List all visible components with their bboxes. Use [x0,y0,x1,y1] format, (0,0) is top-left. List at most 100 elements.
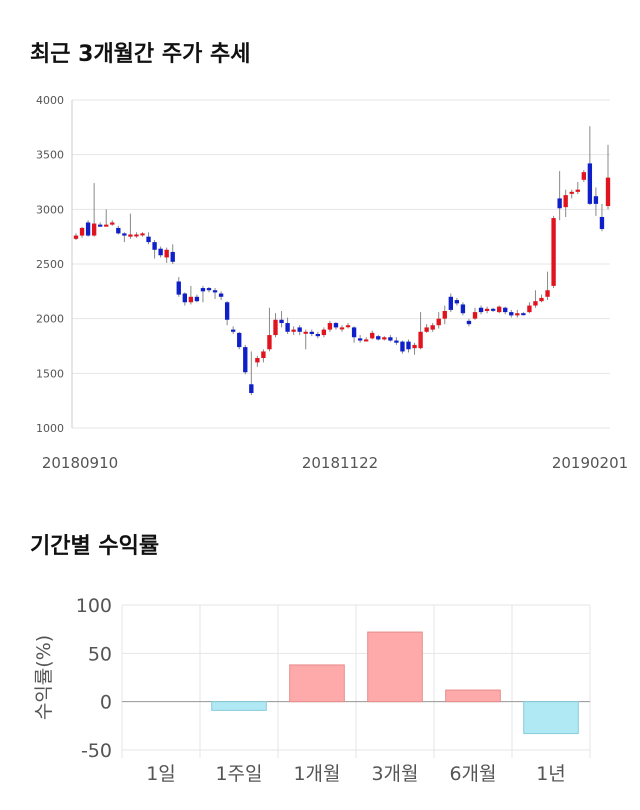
candle-body [140,233,145,236]
candle-body [231,329,236,332]
candle-body [79,227,85,236]
candle-body [237,332,242,348]
candle-body [279,319,284,324]
price-trend-title: 최근 3개월간 주가 추세 [30,42,251,67]
y-tick-label: 2500 [36,258,64,271]
candle-body [158,248,163,256]
candle-body [218,293,224,297]
candle-body [424,327,429,332]
candle-body [569,191,574,194]
candle-body [587,163,593,204]
candle-body [315,333,320,337]
y-tick-label: 0 [100,692,112,714]
candle-body [557,198,562,209]
candle-body [273,319,278,336]
x-tick-label: 20190201 [552,454,628,472]
candle-body [436,318,441,326]
y-tick-label: 3000 [36,203,64,216]
candle-body [206,288,212,291]
return-bar [445,689,501,703]
candle-body [152,242,157,250]
candle-body [490,308,496,311]
y-tick-label: 100 [76,595,112,617]
candle-body [394,340,399,343]
candle-body [539,297,544,302]
candle-body [110,222,115,225]
candle-body [104,224,109,227]
candle-body [400,341,405,352]
candle-body [448,296,453,310]
candle-body [515,313,520,316]
candle-body [134,234,139,237]
x-tick-label: 20180910 [42,454,118,472]
returns-title: 기간별 수익률 [30,534,160,559]
candle-body [321,329,327,336]
candle-body [472,312,478,319]
candle-body [527,305,532,313]
candle-body [309,331,314,334]
candle-body [291,329,296,332]
candle-body [345,325,351,328]
candle-body [593,196,599,204]
candle-body [249,384,254,394]
candle-body [255,358,260,363]
candle-body [261,351,266,359]
y-tick-label: 4000 [36,94,64,107]
candle-body [170,251,175,262]
candle-body [575,189,580,192]
candle-body [194,296,200,302]
candle-body [551,218,556,286]
candle-body [376,336,381,340]
x-tick-label: 1개월 [293,763,340,785]
x-tick-label: 6개월 [449,763,496,785]
returns-bar-chart: 100 50 0 -50 수익률(%) 1일 1주일 1개월 3개월 6개월 1년 [33,595,591,785]
return-bar [523,701,579,735]
y-axis-label: 수익률(%) [33,635,55,720]
candle-body [412,344,417,349]
candle-body [478,307,484,313]
y-tick-label: 2000 [36,313,64,326]
candle-body [303,331,308,334]
candle-body [122,233,127,236]
candle-body [224,302,230,320]
candle-body [454,300,460,304]
candle-body [116,227,121,234]
candle-body [212,290,218,293]
candle-body [73,235,79,239]
candle-body [164,249,169,258]
x-tick-label: 1년 [536,763,566,785]
candle-body [497,306,502,313]
x-tick-label: 1주일 [215,763,262,785]
x-tick-label: 20181122 [302,454,378,472]
candle-body [333,323,339,328]
candle-body [406,341,411,350]
candle-body [388,337,393,341]
x-tick-label: 3개월 [371,763,418,785]
candle-body [200,288,206,292]
candle-body [418,331,423,349]
y-tick-label: 1000 [36,422,64,435]
candle-body [285,323,290,332]
y-tick-label: 1500 [36,367,64,380]
y-tick-label: 3500 [36,149,64,162]
return-bar [289,664,345,703]
candle-body [599,216,605,230]
candle-body [98,224,103,227]
candle-body [339,327,345,330]
candle-body [581,172,586,180]
candle-body [605,177,611,207]
candle-body [188,296,194,303]
candle-body [182,293,187,303]
candle-body [533,301,538,306]
candle-body [357,338,363,341]
candle-body [370,332,375,339]
candle-body [297,327,302,332]
candle-body [503,307,508,313]
candle-body [545,290,550,297]
candle-body [176,281,181,295]
return-bar [211,701,267,711]
candle-body [382,337,387,340]
return-bar [367,631,423,703]
candle-body [243,347,248,373]
candle-body [128,234,133,237]
